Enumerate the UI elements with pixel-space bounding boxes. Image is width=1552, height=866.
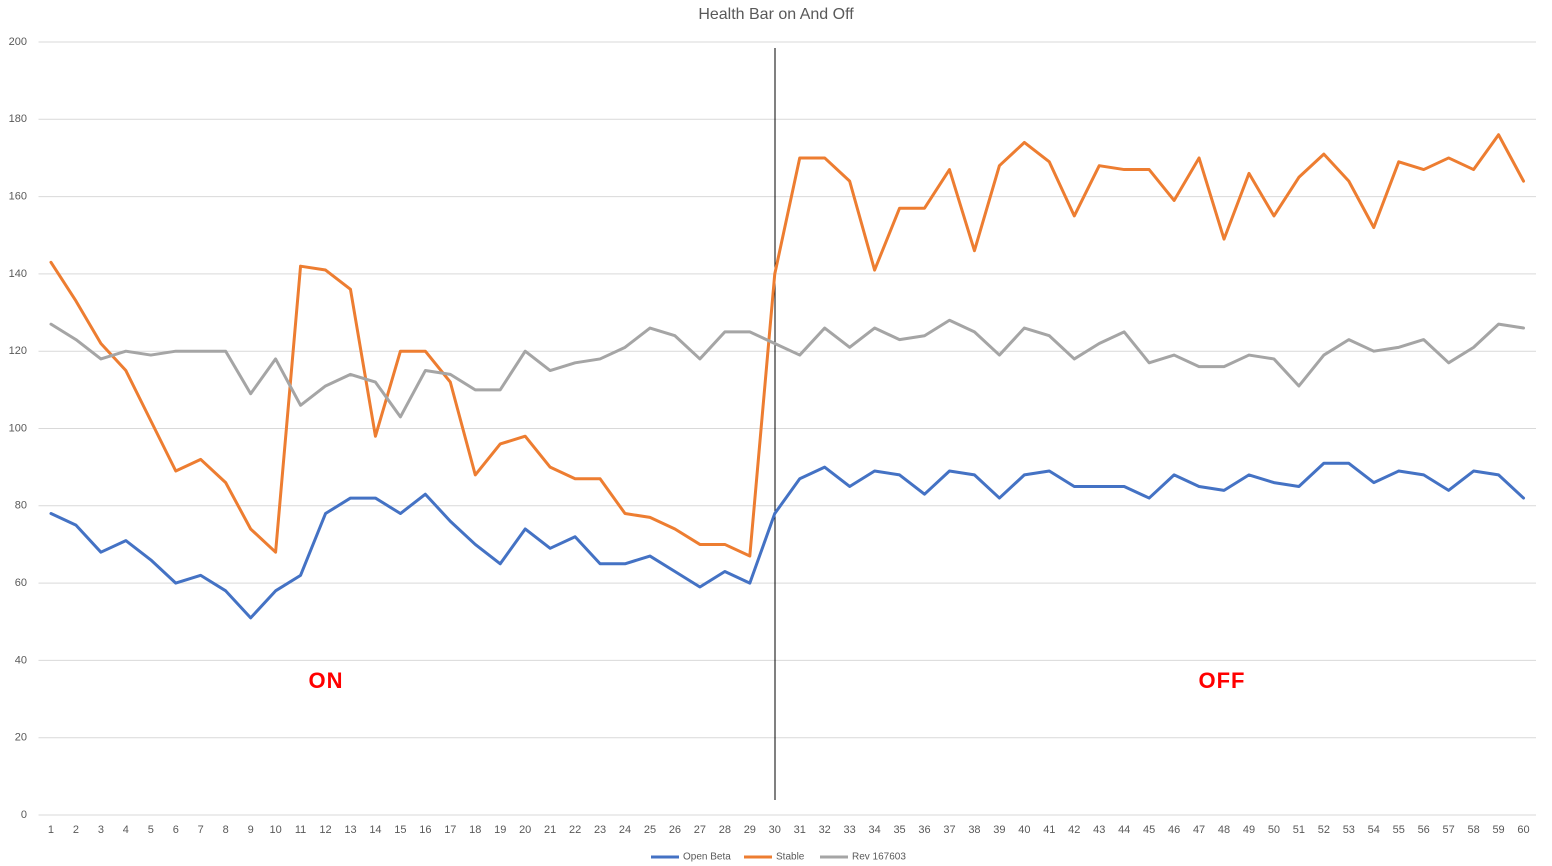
x-tick-label: 39 — [993, 824, 1005, 836]
annotation: OFF — [1199, 668, 1246, 693]
y-tick-label: 180 — [9, 113, 27, 125]
x-tick-label: 22 — [569, 824, 581, 836]
y-tick-label: 120 — [9, 345, 27, 357]
x-tick-label: 3 — [98, 824, 104, 836]
x-tick-label: 4 — [123, 824, 129, 836]
x-tick-label: 45 — [1143, 824, 1155, 836]
x-tick-label: 48 — [1218, 824, 1230, 836]
series-line — [49, 318, 1526, 419]
x-tick-label: 13 — [344, 824, 356, 836]
x-tick-label: 43 — [1093, 824, 1105, 836]
x-tick-label: 52 — [1318, 824, 1330, 836]
x-tick-label: 54 — [1368, 824, 1380, 836]
series-line — [49, 133, 1526, 558]
legend-label: Rev 167603 — [852, 852, 906, 863]
y-tick-label: 20 — [15, 732, 27, 744]
x-tick-label: 55 — [1393, 824, 1405, 836]
x-tick-label: 14 — [369, 824, 381, 836]
x-tick-label: 47 — [1193, 824, 1205, 836]
series-line — [49, 461, 1526, 620]
x-tick-label: 12 — [319, 824, 331, 836]
x-tick-label: 23 — [594, 824, 606, 836]
x-tick-label: 51 — [1293, 824, 1305, 836]
x-tick-label: 32 — [819, 824, 831, 836]
x-tick-label: 44 — [1118, 824, 1130, 836]
x-tick-label: 11 — [295, 824, 306, 836]
x-tick-label: 50 — [1268, 824, 1280, 836]
x-tick-label: 18 — [469, 824, 481, 836]
x-tick-label: 35 — [893, 824, 905, 836]
x-tick-label: 36 — [918, 824, 930, 836]
y-tick-label: 100 — [9, 422, 27, 434]
x-tick-label: 25 — [644, 824, 656, 836]
x-tick-label: 2 — [73, 824, 79, 836]
y-tick-label: 60 — [15, 577, 27, 589]
x-tick-label: 60 — [1517, 824, 1529, 836]
x-tick-label: 53 — [1343, 824, 1355, 836]
y-tick-label: 160 — [9, 191, 27, 203]
legend-label: Open Beta — [683, 852, 731, 863]
x-tick-label: 15 — [394, 824, 406, 836]
y-tick-label: 0 — [21, 809, 27, 821]
x-tick-label: 33 — [844, 824, 856, 836]
x-tick-label: 17 — [444, 824, 456, 836]
legend-label: Stable — [776, 852, 805, 863]
annotation: ON — [309, 668, 344, 693]
x-tick-label: 58 — [1467, 824, 1479, 836]
x-tick-label: 41 — [1043, 824, 1055, 836]
x-tick-label: 20 — [519, 824, 531, 836]
x-tick-label: 38 — [968, 824, 980, 836]
x-tick-label: 8 — [223, 824, 229, 836]
x-tick-label: 30 — [769, 824, 781, 836]
y-tick-label: 40 — [15, 654, 27, 666]
x-tick-label: 1 — [48, 824, 54, 836]
x-tick-label: 46 — [1168, 824, 1180, 836]
x-tick-label: 7 — [198, 824, 204, 836]
y-tick-label: 200 — [9, 36, 27, 48]
x-tick-label: 40 — [1018, 824, 1030, 836]
x-tick-label: 37 — [943, 824, 955, 836]
x-tick-label: 27 — [694, 824, 706, 836]
x-tick-label: 59 — [1492, 824, 1504, 836]
x-tick-label: 49 — [1243, 824, 1255, 836]
x-tick-label: 16 — [419, 824, 431, 836]
x-tick-label: 24 — [619, 824, 631, 836]
x-tick-label: 56 — [1418, 824, 1430, 836]
x-tick-label: 31 — [794, 824, 806, 836]
x-tick-label: 9 — [248, 824, 254, 836]
x-tick-label: 29 — [744, 824, 756, 836]
x-tick-label: 10 — [269, 824, 281, 836]
x-tick-label: 26 — [669, 824, 681, 836]
x-tick-label: 34 — [868, 824, 880, 836]
x-tick-label: 6 — [173, 824, 179, 836]
x-tick-label: 19 — [494, 824, 506, 836]
x-tick-label: 42 — [1068, 824, 1080, 836]
x-tick-label: 21 — [544, 824, 556, 836]
x-tick-label: 57 — [1443, 824, 1455, 836]
x-tick-label: 5 — [148, 824, 154, 836]
y-tick-label: 80 — [15, 500, 27, 512]
y-tick-label: 140 — [9, 268, 27, 280]
x-tick-label: 28 — [719, 824, 731, 836]
chart-title: Health Bar on And Off — [698, 6, 854, 23]
